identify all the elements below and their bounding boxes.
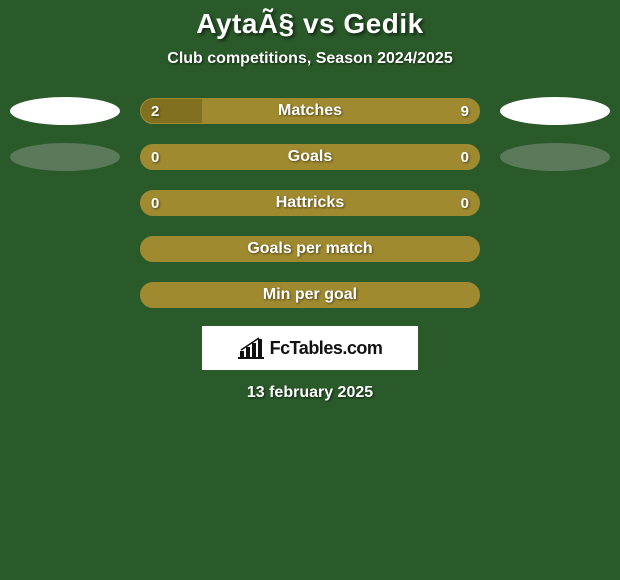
stat-bar: 00Hattricks [140,190,480,216]
branding-text: FcTables.com [270,338,383,359]
right-player-shape [500,143,610,171]
stat-label: Goals [141,148,479,166]
page-title: AytaÃ§ vs Gedik [0,8,620,40]
stat-row: 29Matches [0,96,620,126]
left-player-shape [10,143,120,171]
stat-bar: 00Goals [140,144,480,170]
stat-row: Min per goal [0,280,620,310]
branding-box: FcTables.com [202,326,418,370]
chart-icon [238,337,264,359]
stat-bar: Goals per match [140,236,480,262]
stats-list: 29Matches 00Goals 00Hattricks Goals per mat… [0,96,620,310]
stat-row: 00Goals [0,142,620,172]
infographic-container: AytaÃ§ vs Gedik Club competitions, Seaso… [0,0,620,402]
stat-label: Matches [141,102,479,120]
stat-label: Goals per match [141,240,479,258]
stat-bar: Min per goal [140,282,480,308]
stat-row: 00Hattricks [0,188,620,218]
stat-bar: 29Matches [140,98,480,124]
stat-row: Goals per match [0,234,620,264]
right-player-shape [500,97,610,125]
page-subtitle: Club competitions, Season 2024/2025 [0,50,620,68]
date-text: 13 february 2025 [0,384,620,402]
left-player-shape [10,97,120,125]
stat-label: Hattricks [141,194,479,212]
stat-label: Min per goal [141,286,479,304]
